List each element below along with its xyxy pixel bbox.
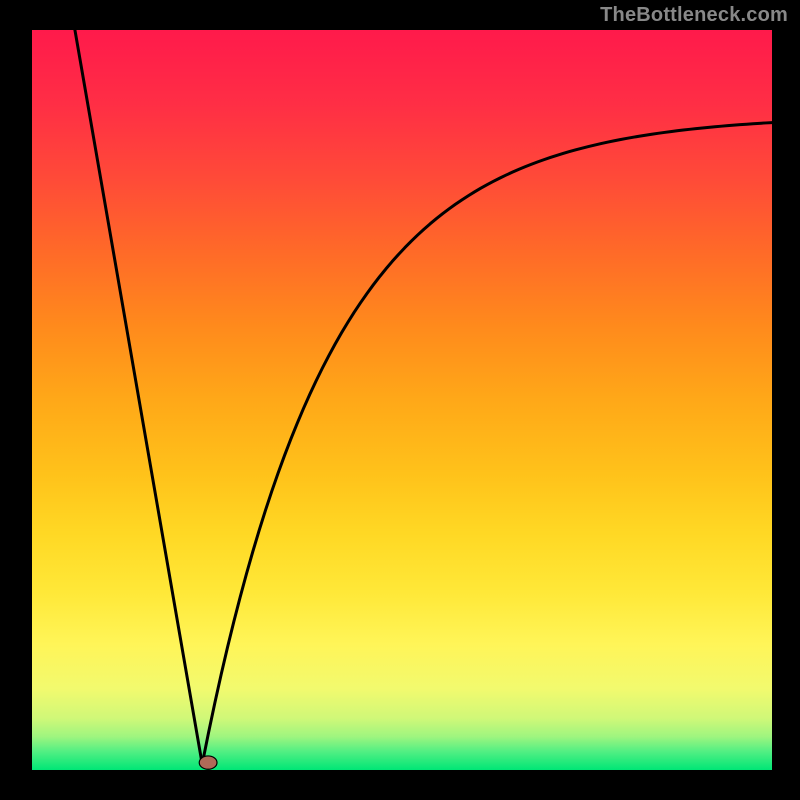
vertex-marker	[199, 756, 217, 769]
bottleneck-curve-chart	[32, 30, 772, 770]
plot-area	[32, 30, 772, 770]
gradient-background	[32, 30, 772, 770]
watermark-text: TheBottleneck.com	[600, 4, 788, 27]
chart-frame: TheBottleneck.com	[0, 0, 800, 800]
